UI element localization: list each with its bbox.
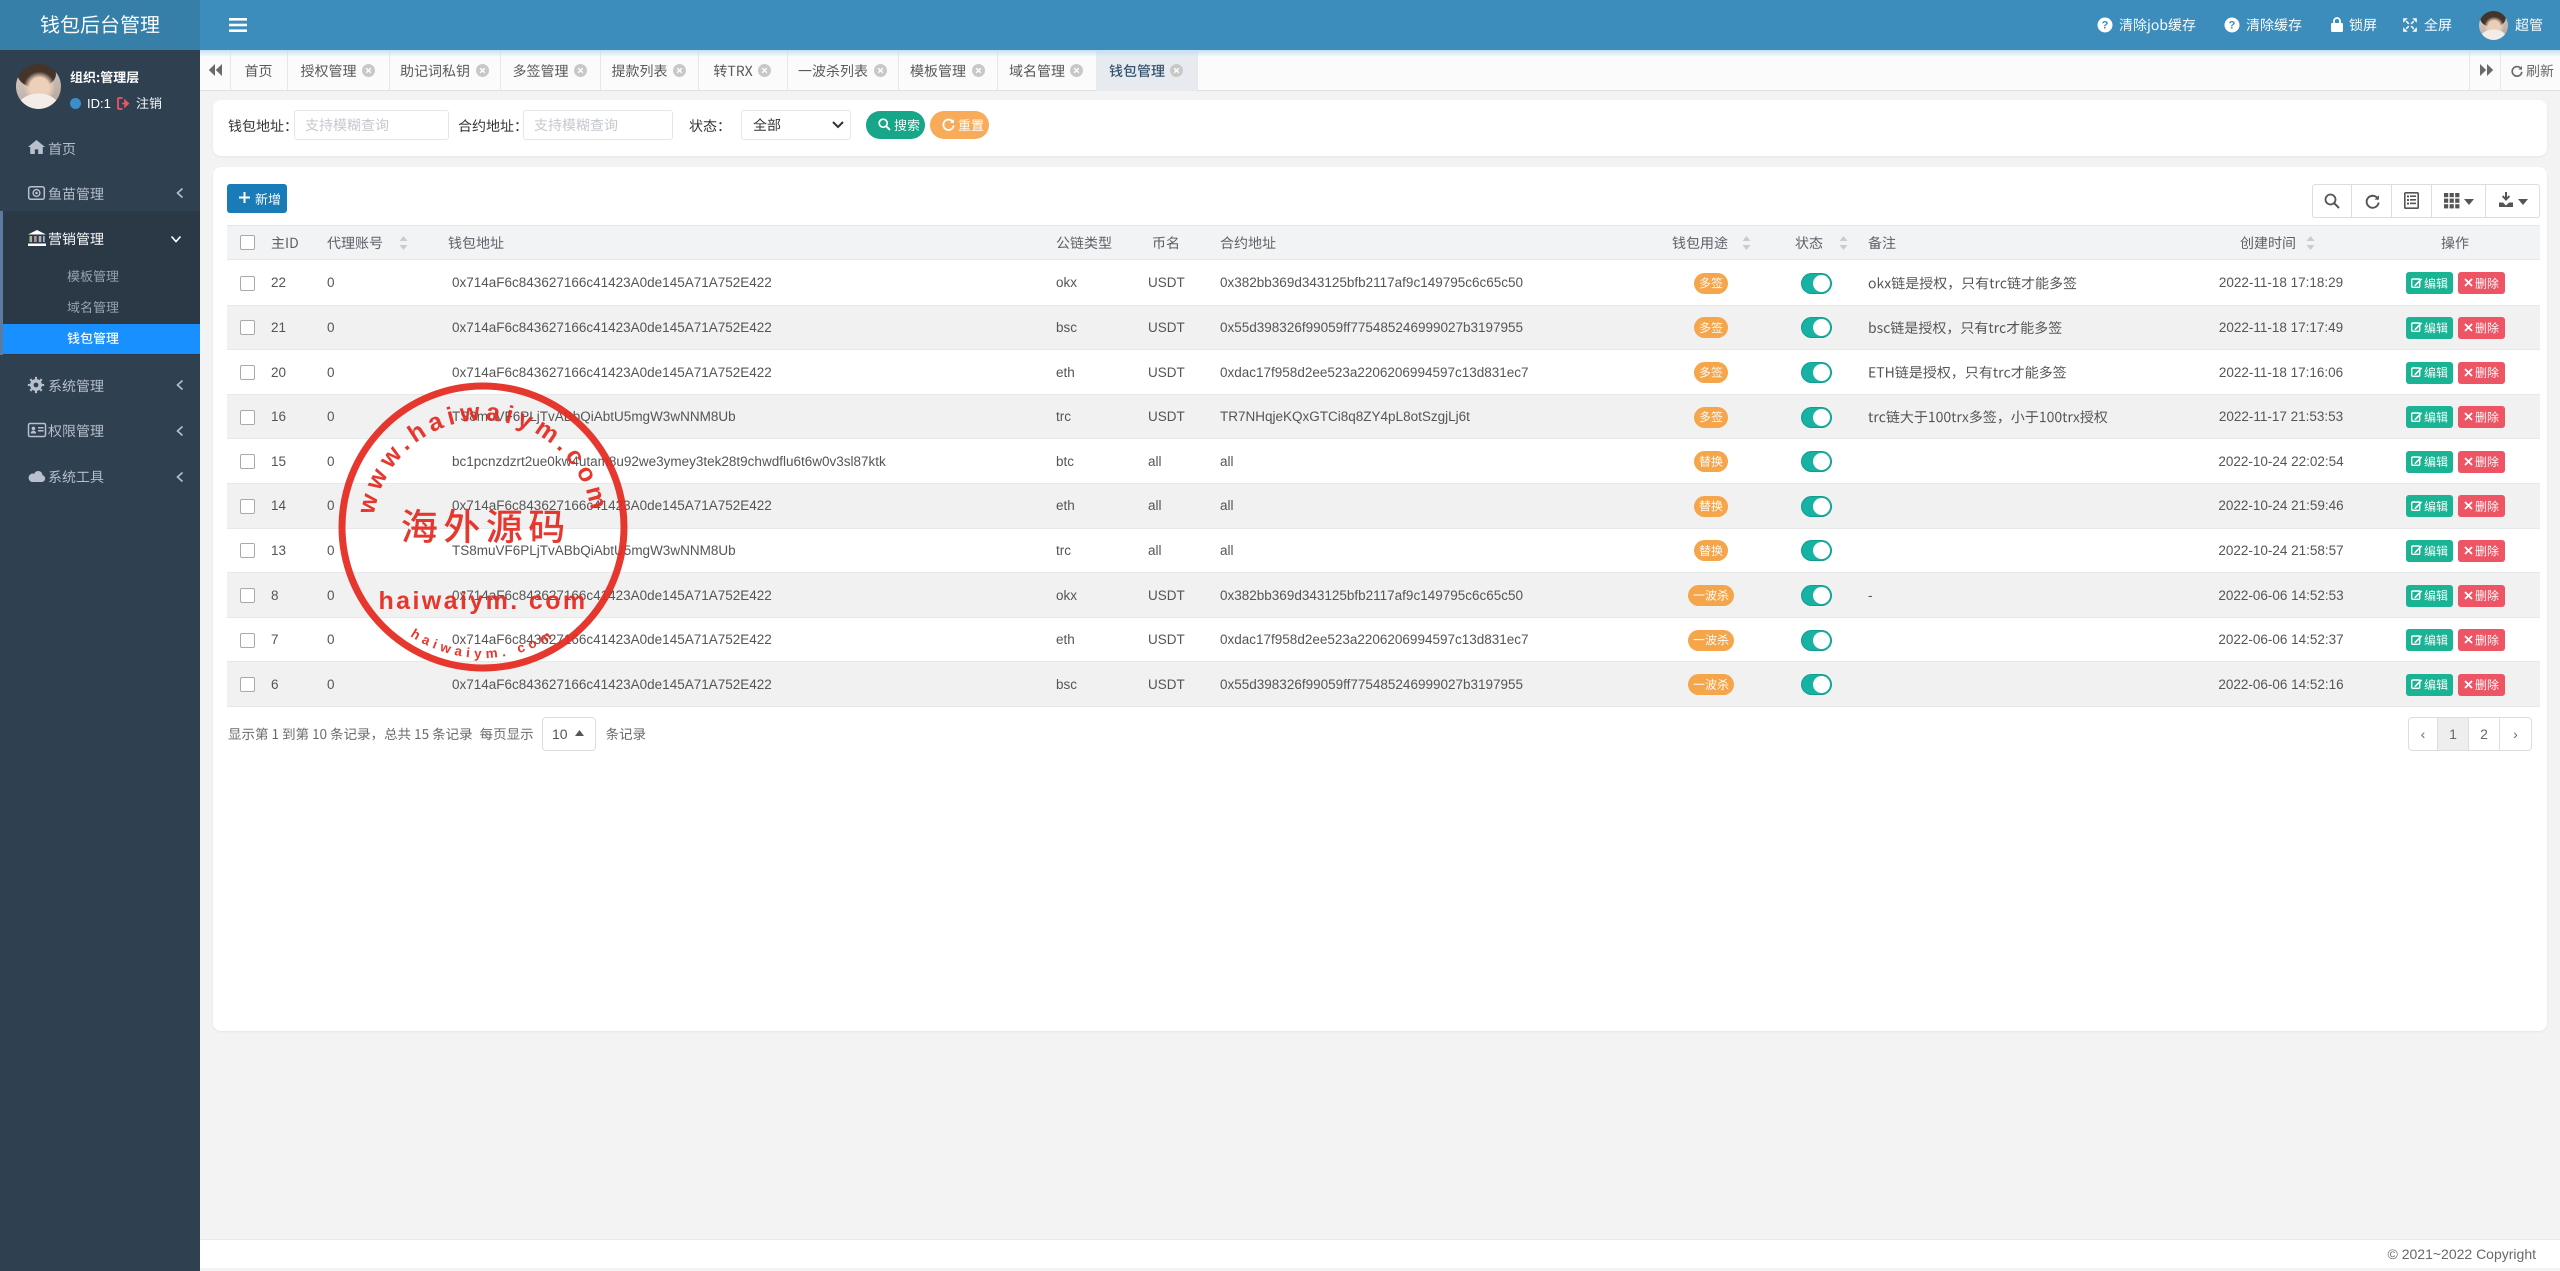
svg-text:?: ? [2229, 20, 2236, 32]
svg-text:?: ? [2102, 20, 2109, 32]
svg-text:haiwaiym. com: haiwaiym. com [378, 587, 587, 615]
